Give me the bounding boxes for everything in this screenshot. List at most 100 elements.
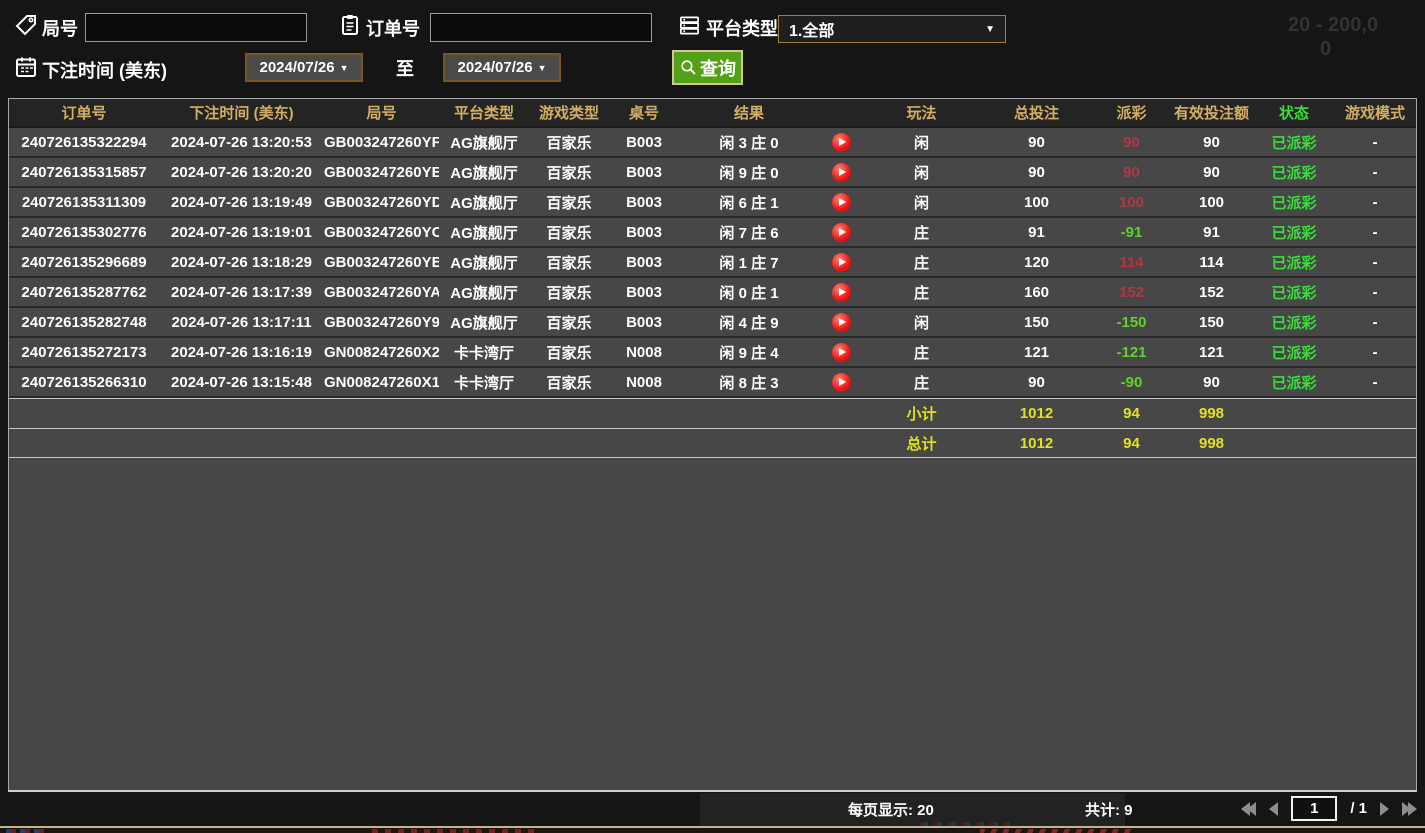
cell-game_mode: -	[1372, 373, 1378, 391]
header-valid_bet: 有效投注额	[1173, 105, 1249, 122]
replay-icon[interactable]	[832, 342, 851, 362]
table-row: 240726135272173 2024-07-26 13:16:19 GN0082…	[9, 338, 1416, 368]
date-from-picker[interactable]: 2024/07/26 ▼	[245, 53, 363, 82]
bottom-decor-slashes	[980, 829, 1135, 833]
next-page-icon[interactable]	[1380, 801, 1389, 816]
cell-game_type: 百家乐	[546, 194, 592, 212]
cell-result: 闲 1 庄 7	[719, 254, 779, 272]
cell-game_type: 百家乐	[546, 164, 592, 182]
cell-order_no: 240726135272173	[21, 343, 147, 361]
cell-table_no: B003	[626, 133, 662, 151]
order-number-input[interactable]	[430, 13, 652, 42]
round-number-label: 局号	[42, 19, 78, 39]
table-row: 240726135266310 2024-07-26 13:15:48 GN0082…	[9, 368, 1416, 398]
cell-result: 闲 6 庄 1	[719, 194, 779, 212]
first-page-icon[interactable]	[1241, 801, 1257, 816]
round-number-input[interactable]	[85, 13, 307, 42]
pagination-panel	[700, 793, 1125, 826]
replay-icon[interactable]	[832, 192, 851, 212]
cell-valid_bet: 121	[1198, 343, 1225, 361]
cell-game_mode: -	[1372, 313, 1378, 331]
cell-order_no: 240726135322294	[21, 133, 147, 151]
cell-total_bet: 90	[1028, 133, 1045, 151]
cell-game_mode: -	[1372, 163, 1378, 181]
cell-status: 已派彩	[1271, 164, 1317, 182]
replay-icon[interactable]	[832, 312, 851, 332]
replay-icon[interactable]	[832, 132, 851, 152]
summary-label: 总计	[906, 435, 937, 453]
cell-game_type: 百家乐	[546, 224, 592, 242]
cell-platform: AG旗舰厅	[450, 194, 518, 212]
cell-total_bet: 120	[1023, 253, 1050, 271]
server-icon	[678, 14, 702, 38]
cell-platform: AG旗舰厅	[450, 224, 518, 242]
cell-valid_bet: 90	[1203, 373, 1220, 391]
cell-bet_type: 庄	[913, 374, 929, 392]
cell-order_no: 240726135315857	[21, 163, 147, 181]
cell-result: 闲 3 庄 0	[719, 134, 779, 152]
cell-payout: -91	[1120, 223, 1143, 241]
date-to-value: 2024/07/26	[457, 59, 533, 76]
cell-bet_time: 2024-07-26 13:16:19	[171, 343, 312, 361]
summary-valid-bet: 998	[1198, 434, 1225, 452]
search-button[interactable]: 查询	[672, 50, 743, 85]
header-order_no: 订单号	[61, 105, 107, 122]
replay-icon[interactable]	[832, 162, 851, 182]
chevron-down-icon: ▼	[985, 23, 995, 35]
orders-table: 订单号 下注时间 (美东) 局号 平台类型 游戏类型 桌号 结果 玩法 总投注 派彩 有效投注额 状态…	[8, 98, 1417, 792]
cell-order_no: 240726135287762	[21, 283, 147, 301]
cell-table_no: B003	[626, 283, 662, 301]
cell-payout: 100	[1118, 193, 1145, 211]
cell-round_no: GB003247260Y9	[324, 313, 439, 331]
summary-row-total: 总计 1012 94 998	[9, 428, 1416, 458]
cell-bet_time: 2024-07-26 13:15:48	[171, 373, 312, 391]
prev-page-icon[interactable]	[1269, 801, 1279, 816]
bet-time-label: 下注时间 (美东)	[42, 61, 167, 81]
pagination-bar: 每页显示: 20 共计: 9 / 1	[0, 793, 1425, 826]
platform-type-label: 平台类型	[706, 19, 778, 39]
last-page-icon[interactable]	[1402, 801, 1417, 816]
cell-game_mode: -	[1372, 133, 1378, 151]
cell-total_bet: 90	[1028, 163, 1045, 181]
cell-payout: -121	[1116, 343, 1147, 361]
cell-bet_type: 闲	[913, 164, 929, 182]
date-to-picker[interactable]: 2024/07/26 ▼	[443, 53, 561, 82]
platform-select[interactable]: 1.全部 ▼	[778, 15, 1006, 43]
cell-bet_time: 2024-07-26 13:18:29	[171, 253, 312, 271]
cell-status: 已派彩	[1271, 134, 1317, 152]
filter-bar: 局号 订单号 平台类型 1.全部 ▼ 下注时间 (美东) 2024/07/26 …	[0, 0, 1425, 98]
cell-valid_bet: 152	[1198, 283, 1225, 301]
cell-replay	[819, 372, 864, 392]
cell-platform: AG旗舰厅	[450, 314, 518, 332]
cell-platform: AG旗舰厅	[450, 134, 518, 152]
cell-order_no: 240726135302776	[21, 223, 147, 241]
replay-icon[interactable]	[832, 252, 851, 272]
cell-replay	[819, 342, 864, 362]
page-input[interactable]	[1291, 796, 1338, 821]
cell-result: 闲 8 庄 3	[719, 374, 779, 392]
cell-bet_time: 2024-07-26 13:17:39	[171, 283, 312, 301]
cell-total_bet: 150	[1023, 313, 1050, 331]
replay-icon[interactable]	[832, 282, 851, 302]
cell-status: 已派彩	[1271, 194, 1317, 212]
table-row: 240726135322294 2024-07-26 13:20:53 GB0032…	[9, 128, 1416, 158]
cell-order_no: 240726135296689	[21, 253, 147, 271]
cell-replay	[819, 192, 864, 212]
cell-replay	[819, 312, 864, 332]
play-triangle-icon	[839, 198, 846, 206]
replay-icon[interactable]	[832, 222, 851, 242]
cell-status: 已派彩	[1271, 314, 1317, 332]
record-count-label: 共计: 9	[1085, 802, 1133, 819]
cell-payout: 114	[1119, 253, 1144, 271]
header-table_no: 桌号	[628, 105, 659, 122]
table-header-row: 订单号 下注时间 (美东) 局号 平台类型 游戏类型 桌号 结果 玩法 总投注 派彩 有效投注额 状态…	[9, 99, 1416, 128]
date-to-label: 至	[396, 59, 414, 79]
cell-bet_time: 2024-07-26 13:19:01	[171, 223, 312, 241]
cell-bet_type: 庄	[913, 284, 929, 302]
chevron-down-icon: ▼	[537, 62, 547, 73]
replay-icon[interactable]	[832, 372, 851, 392]
table-row: 240726135302776 2024-07-26 13:19:01 GB0032…	[9, 218, 1416, 248]
cell-round_no: GB003247260YE	[324, 163, 439, 181]
table-body: 240726135322294 2024-07-26 13:20:53 GB0032…	[9, 128, 1416, 458]
cell-valid_bet: 150	[1198, 313, 1225, 331]
